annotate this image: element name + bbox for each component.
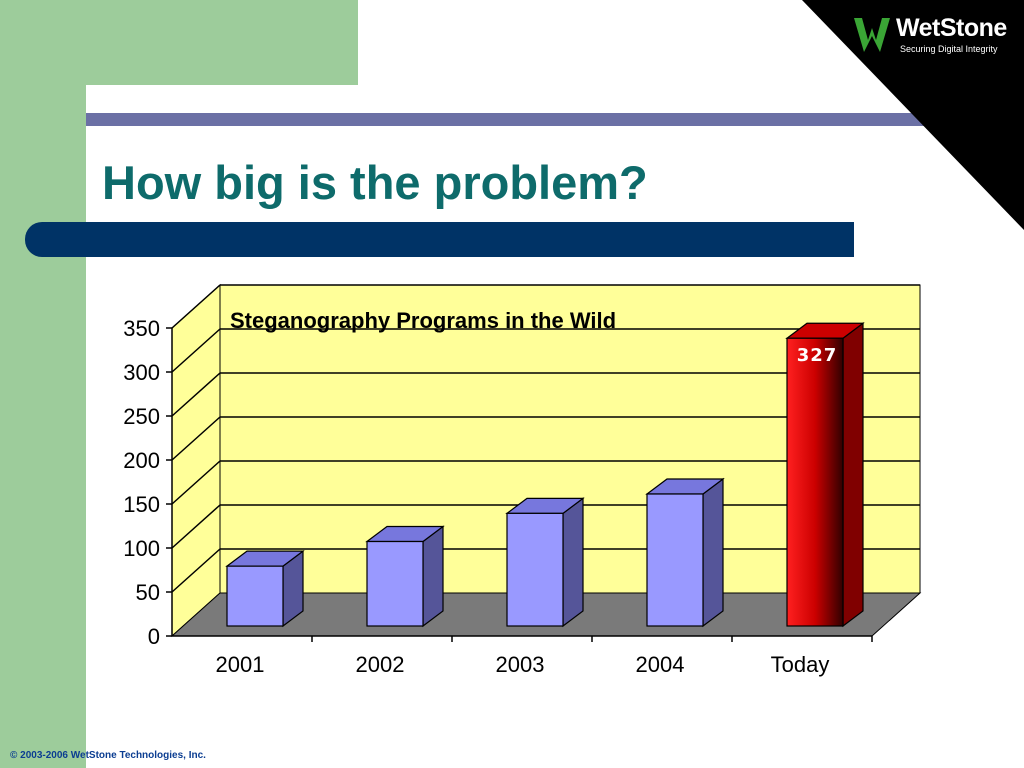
wetstone-logo: WetStone Securing Digital Integrity (854, 14, 1014, 60)
x-tick-label: Today (771, 652, 830, 677)
bar-today (786, 337, 844, 627)
title-underline-bar (25, 222, 854, 257)
bar-2001 (226, 565, 284, 627)
y-tick-label: 50 (136, 580, 160, 605)
y-tick-label: 150 (123, 492, 160, 517)
bar-side (702, 477, 724, 628)
gridline (171, 504, 221, 549)
green-side-panel (0, 0, 86, 768)
y-tick-label: 300 (123, 360, 160, 385)
logo-name: WetStone (896, 14, 1007, 42)
x-tick-label: 2001 (216, 652, 265, 677)
data-label: 327 (797, 345, 838, 366)
x-tick-label: 2002 (356, 652, 405, 677)
gridline (171, 284, 221, 329)
y-tick-label: 350 (123, 316, 160, 341)
page-title: How big is the problem? (102, 156, 648, 209)
bar-side (562, 497, 584, 628)
x-tick-label: 2004 (636, 652, 685, 677)
bar-2004 (646, 493, 704, 627)
bar-2002 (366, 540, 424, 627)
plot-side-wall (171, 283, 221, 638)
y-tick-label: 200 (123, 448, 160, 473)
gridline (171, 460, 221, 505)
y-tick-label: 0 (148, 624, 160, 649)
logo-tagline: Securing Digital Integrity (900, 44, 998, 54)
gridline (171, 372, 221, 417)
bar-side (842, 322, 864, 628)
y-tick-label: 100 (123, 536, 160, 561)
gridline (171, 416, 221, 461)
x-tick-label: 2003 (496, 652, 545, 677)
chart-title: Steganography Programs in the Wild (230, 308, 616, 333)
accent-line (86, 113, 1024, 126)
bar-2003 (506, 512, 564, 627)
wetstone-w-icon (854, 18, 890, 52)
y-tick-label: 250 (123, 404, 160, 429)
gridline (171, 328, 221, 373)
gridline (171, 548, 221, 593)
bar-side (422, 525, 444, 628)
footer-copyright: © 2003-2006 WetStone Technologies, Inc. (10, 750, 206, 761)
